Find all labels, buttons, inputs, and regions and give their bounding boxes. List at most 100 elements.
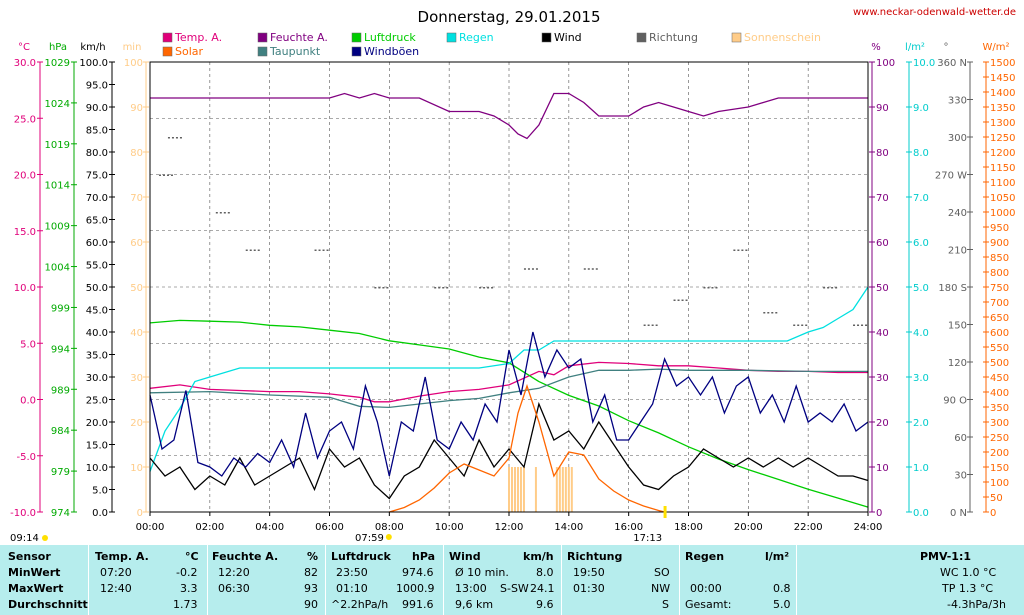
sun-tick-label: 70 <box>130 193 143 204</box>
direction-avg-value: S <box>662 598 669 611</box>
wind-tick-label: 20.0 <box>86 418 108 429</box>
humidity-min-time: 12:20 <box>218 566 250 579</box>
direction-point <box>733 249 736 251</box>
wind-tick-label: 10.0 <box>86 463 108 474</box>
wind-max-value: 24.1 <box>530 582 555 595</box>
rain-total-label: Gesamt: <box>685 598 732 611</box>
temp-tick-label: 30.0 <box>14 58 36 69</box>
humidity-unit: % <box>307 550 319 563</box>
x-tick-label: 24:00 <box>854 522 883 533</box>
pressure-trend: ^2.2hPa/h <box>331 598 389 611</box>
legend-label: Feuchte A. <box>270 31 328 44</box>
pressure-unit: hPa <box>412 550 436 563</box>
humidity-header: Feuchte A. <box>212 550 279 563</box>
series-Regen <box>149 286 869 472</box>
temp-axis-unit: °C <box>18 42 30 53</box>
direction-point <box>378 287 381 289</box>
humidity-tick-label: 60 <box>876 238 889 249</box>
wind-tick-label: 5.0 <box>92 486 108 497</box>
humidity-min-value: 82 <box>304 566 318 579</box>
direction-point <box>314 249 317 251</box>
temp-tick-label: 15.0 <box>14 227 36 238</box>
pressure-tick-label: 1029 <box>45 58 70 69</box>
direction-point <box>179 137 182 139</box>
humidity-tick-label: 10 <box>876 463 889 474</box>
direction-point <box>711 287 714 289</box>
direction-point <box>158 174 161 176</box>
direction-tick-label: 180 S <box>938 283 967 294</box>
site-url[interactable]: www.neckar-odenwald-wetter.de <box>853 7 1016 18</box>
solar-tick-label: 1350 <box>990 103 1015 114</box>
wind-distance: 9,6 km <box>455 598 494 611</box>
sun-tick-label: 20 <box>130 418 143 429</box>
legend-label: Windböen <box>364 45 419 58</box>
pressure-tick-label: 974 <box>51 508 70 519</box>
direction-point <box>487 287 490 289</box>
wind-tick-label: 100.0 <box>79 58 108 69</box>
pmv-trend: -4.3hPa/3h <box>947 598 1006 611</box>
temp-tick-label: 25.0 <box>14 114 36 125</box>
solar-tick-label: 350 <box>990 403 1009 414</box>
direction-point <box>745 249 748 251</box>
humidity-tick-label: 0 <box>876 508 882 519</box>
x-tick-label: 18:00 <box>674 522 703 533</box>
direction-point <box>801 324 804 326</box>
pressure-min-value: 974.6 <box>402 566 434 579</box>
direction-point <box>763 312 766 314</box>
legend-label: Wind <box>554 31 582 44</box>
direction-point <box>446 287 449 289</box>
solar-axis-unit: W/m² <box>982 42 1009 53</box>
sun-tick-label: 100 <box>124 58 143 69</box>
pressure-avg-value: 991.6 <box>402 598 434 611</box>
direction-point <box>835 287 838 289</box>
direction-point <box>386 287 389 289</box>
sunset-label: 17:13 <box>633 533 662 544</box>
x-tick-label: 04:00 <box>255 522 284 533</box>
direction-point <box>775 312 778 314</box>
direction-point <box>438 287 441 289</box>
solar-tick-label: 600 <box>990 328 1009 339</box>
direction-point <box>771 312 774 314</box>
wind-max-time: 13:00 <box>455 582 487 595</box>
direction-point <box>681 299 684 301</box>
sun-tick-label: 40 <box>130 328 143 339</box>
rain-tick-label: 5.0 <box>913 283 929 294</box>
x-tick-label: 06:00 <box>315 522 344 533</box>
solar-tick-label: 1150 <box>990 163 1015 174</box>
legend-swatch <box>162 32 173 43</box>
humidity-axis-unit: % <box>871 42 881 53</box>
wind-tick-label: 45.0 <box>86 306 108 317</box>
direction-point <box>677 299 680 301</box>
solar-tick-label: 1400 <box>990 88 1015 99</box>
series-Solar <box>389 383 665 513</box>
solar-tick-label: 500 <box>990 358 1009 369</box>
series-Taupunkt <box>149 368 868 409</box>
humidity-tick-label: 20 <box>876 418 889 429</box>
pressure-tick-label: 1024 <box>45 99 70 110</box>
legend-swatch <box>257 46 268 57</box>
wind-tick-label: 30.0 <box>86 373 108 384</box>
humidity-max-value: 93 <box>304 582 318 595</box>
direction-tick-label: 90 O <box>943 396 967 407</box>
direction-point <box>479 287 482 289</box>
solar-tick-label: 1050 <box>990 193 1015 204</box>
direction-tick-label: 60 <box>954 433 967 444</box>
sun-tick-label: 30 <box>130 373 143 384</box>
pressure-min-time: 23:50 <box>336 566 368 579</box>
rain-header: Regen <box>685 550 725 563</box>
moon-marker <box>42 535 48 541</box>
solar-tick-label: 1200 <box>990 148 1015 159</box>
direction-point <box>741 249 744 251</box>
wind-tick-label: 25.0 <box>86 396 108 407</box>
direction-point <box>442 287 445 289</box>
rain-axis-unit: l/m² <box>905 42 925 53</box>
rain-tick-label: 8.0 <box>913 148 929 159</box>
pressure-header: Luftdruck <box>331 550 391 563</box>
solar-tick-label: 700 <box>990 298 1009 309</box>
wind-unit: km/h <box>523 550 554 563</box>
series-Wind <box>149 401 869 500</box>
direction-tick-label: 300 <box>948 133 967 144</box>
pressure-axis-unit: hPa <box>49 42 67 53</box>
direction-point <box>318 249 321 251</box>
rain-tick-label: 7.0 <box>913 193 929 204</box>
